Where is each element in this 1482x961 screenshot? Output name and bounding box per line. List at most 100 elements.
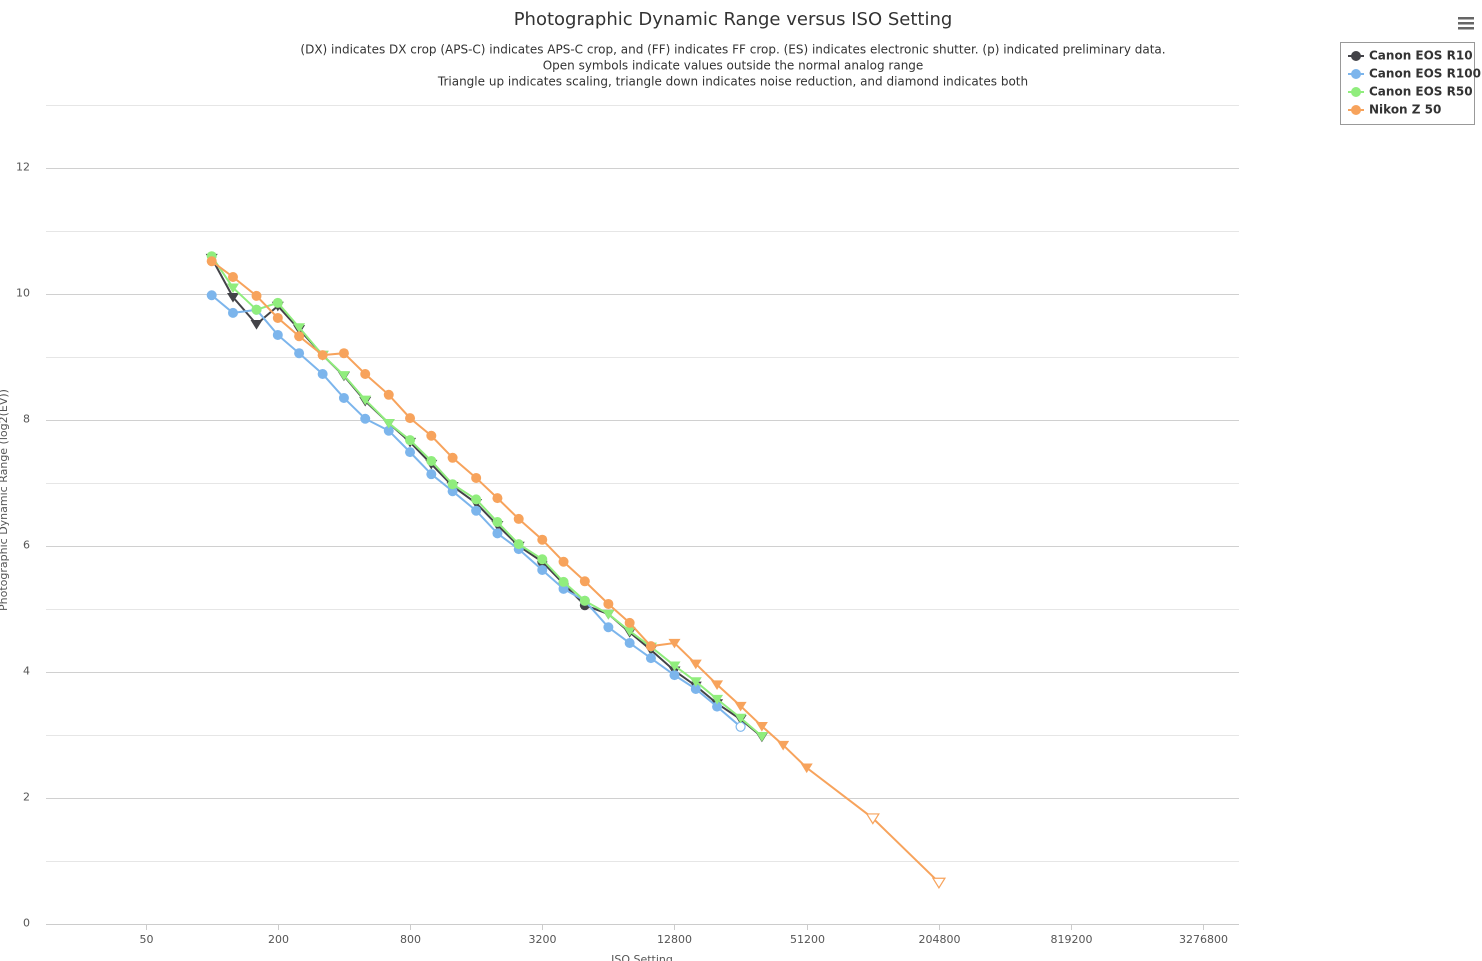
marker xyxy=(360,413,371,424)
marker xyxy=(405,413,416,424)
x-tick-label: 800 xyxy=(400,933,421,946)
marker xyxy=(513,539,524,550)
marker xyxy=(711,680,724,690)
marker xyxy=(294,348,305,359)
marker xyxy=(734,701,747,712)
y-tick-label: 10 xyxy=(16,287,30,300)
series-line xyxy=(211,260,940,884)
y-tick-label: 12 xyxy=(16,161,30,174)
marker xyxy=(272,329,283,340)
marker xyxy=(800,763,813,774)
marker xyxy=(359,395,372,406)
marker xyxy=(558,583,569,594)
marker xyxy=(624,638,635,649)
marker xyxy=(293,323,306,333)
y-axis-label: Photographic Dynamic Range (log2(EV)) xyxy=(0,389,10,611)
x-tick-label: 200 xyxy=(268,933,289,946)
marker xyxy=(338,392,349,403)
marker xyxy=(360,369,371,380)
marker xyxy=(558,576,569,587)
marker xyxy=(931,877,947,889)
series xyxy=(206,290,746,732)
legend-item[interactable]: Canon EOS R10 xyxy=(1348,49,1473,63)
marker xyxy=(383,389,394,400)
marker xyxy=(426,455,437,466)
marker xyxy=(226,283,239,294)
legend-item[interactable]: Nikon Z 50 xyxy=(1348,103,1441,117)
marker xyxy=(579,595,590,606)
y-tick-label: 0 xyxy=(23,917,30,930)
marker xyxy=(447,479,458,490)
legend-item[interactable]: Canon EOS R100 xyxy=(1348,67,1481,81)
marker xyxy=(251,290,262,301)
chart-subtitle: Triangle up indicates scaling, triangle … xyxy=(437,75,1028,89)
menu-bar xyxy=(1458,17,1474,20)
legend-label: Canon EOS R10 xyxy=(1369,49,1473,63)
marker xyxy=(558,556,569,567)
legend-marker xyxy=(1351,51,1361,61)
y-tick-label: 4 xyxy=(23,665,30,678)
marker xyxy=(226,292,239,303)
marker xyxy=(755,721,768,732)
x-tick-label: 51200 xyxy=(790,933,825,946)
marker xyxy=(294,331,305,342)
marker xyxy=(272,297,283,308)
marker xyxy=(250,320,263,330)
marker xyxy=(447,452,458,463)
marker xyxy=(689,677,702,687)
marker xyxy=(227,307,238,318)
marker xyxy=(668,661,681,672)
x-tick-label: 12800 xyxy=(657,933,692,946)
marker xyxy=(755,732,768,742)
marker xyxy=(471,505,482,516)
marker xyxy=(206,290,217,301)
marker xyxy=(603,622,614,633)
marker xyxy=(337,371,350,381)
y-tick-label: 2 xyxy=(23,791,30,804)
marker xyxy=(865,813,880,825)
marker xyxy=(317,369,328,380)
chart-subtitle: (DX) indicates DX crop (APS-C) indicates… xyxy=(300,43,1165,57)
marker xyxy=(537,534,548,545)
marker xyxy=(317,350,328,361)
legend-label: Canon EOS R100 xyxy=(1369,67,1481,81)
marker xyxy=(712,701,723,712)
marker xyxy=(669,670,680,681)
marker xyxy=(689,659,702,670)
marker xyxy=(777,740,790,751)
menu-button[interactable] xyxy=(1456,12,1476,32)
legend-marker xyxy=(1351,105,1361,115)
x-axis-label: ISO Setting xyxy=(611,953,673,961)
marker xyxy=(492,517,503,528)
marker xyxy=(405,447,416,458)
x-tick-label: 50 xyxy=(140,933,154,946)
y-tick-label: 8 xyxy=(23,413,30,426)
marker xyxy=(405,435,416,446)
marker xyxy=(471,472,482,483)
x-tick-label: 3276800 xyxy=(1179,933,1228,946)
marker xyxy=(690,684,701,695)
series xyxy=(206,251,768,742)
marker xyxy=(623,626,636,637)
marker xyxy=(537,554,548,565)
marker xyxy=(338,348,349,359)
marker xyxy=(513,513,524,524)
marker xyxy=(471,494,482,505)
marker xyxy=(251,304,262,315)
x-tick-label: 3200 xyxy=(529,933,557,946)
x-tick-label: 204800 xyxy=(919,933,961,946)
y-tick-label: 6 xyxy=(23,539,30,552)
marker xyxy=(426,469,437,480)
marker xyxy=(447,486,458,497)
marker xyxy=(602,609,615,620)
marker xyxy=(382,418,395,429)
legend-item[interactable]: Canon EOS R50 xyxy=(1348,85,1473,99)
marker xyxy=(711,694,724,705)
chart-subtitle: Open symbols indicate values outside the… xyxy=(543,59,924,73)
legend-label: Canon EOS R50 xyxy=(1369,85,1473,99)
marker xyxy=(668,638,681,649)
marker xyxy=(537,564,548,575)
marker xyxy=(645,653,656,664)
menu-bar xyxy=(1458,22,1474,25)
